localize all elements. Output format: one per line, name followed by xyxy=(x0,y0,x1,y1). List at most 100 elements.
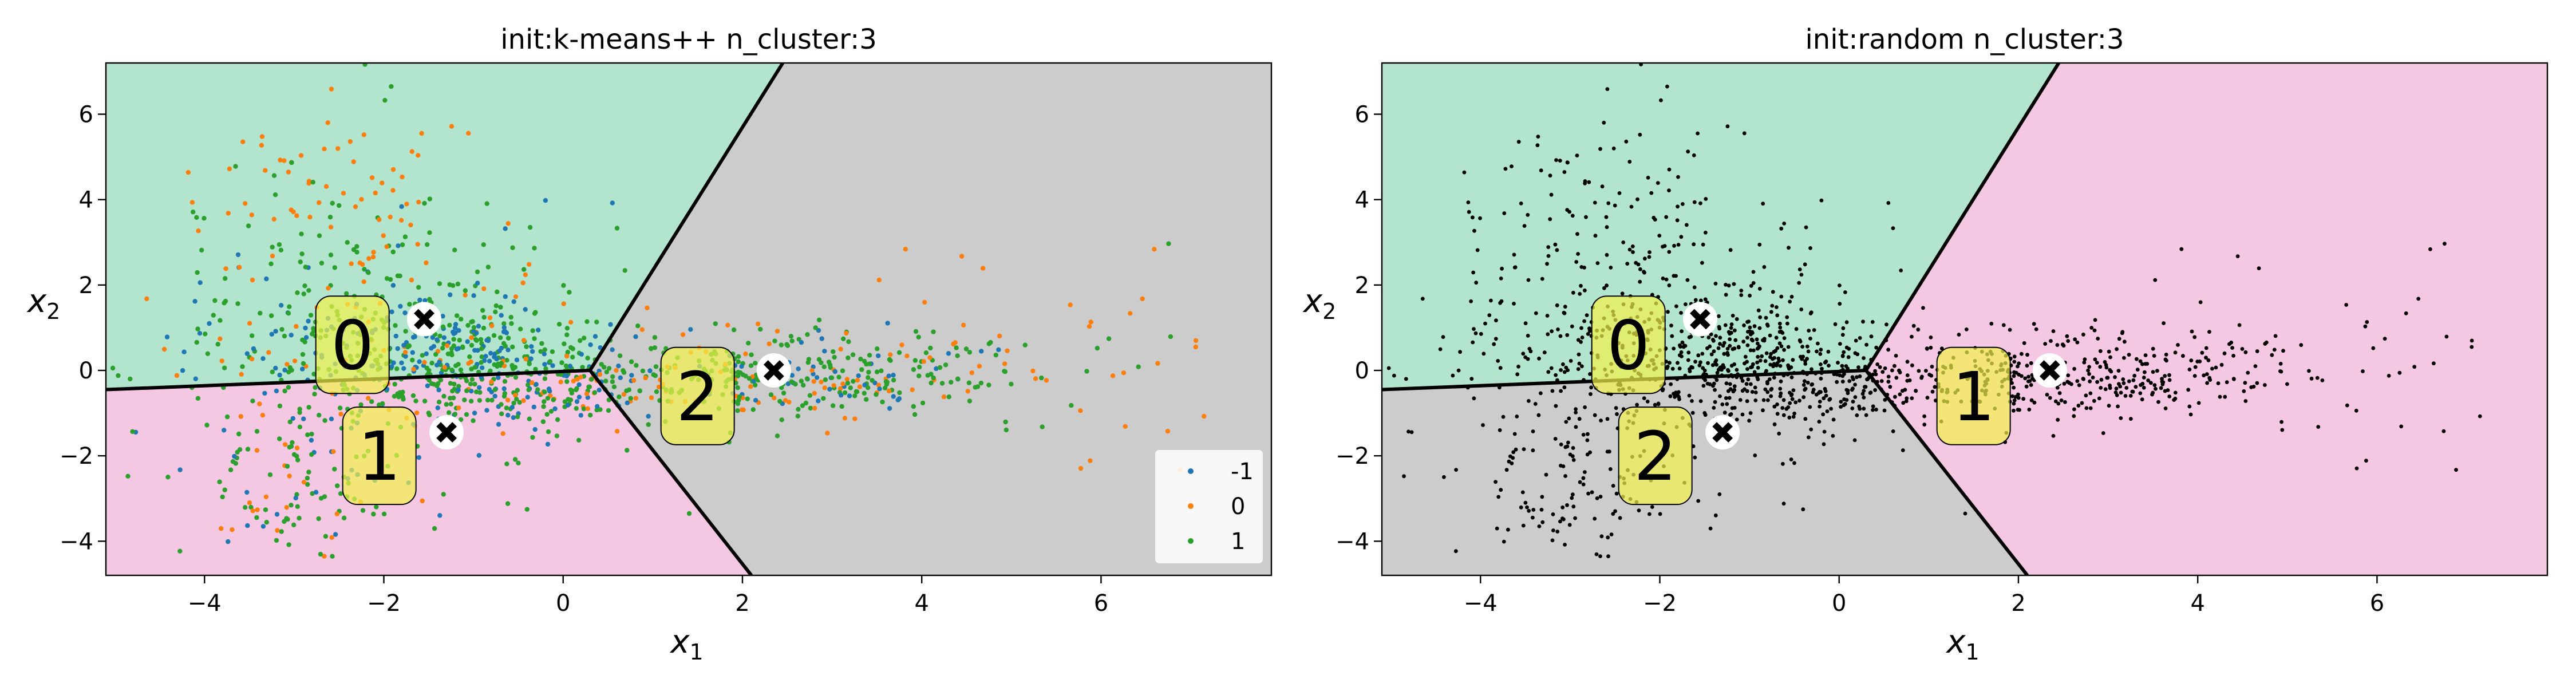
data-point xyxy=(361,279,366,285)
data-point xyxy=(1638,267,1642,271)
data-point xyxy=(2412,365,2417,369)
data-point xyxy=(2069,382,2073,386)
data-point xyxy=(526,382,531,388)
data-point xyxy=(359,262,365,267)
data-point xyxy=(1740,389,1745,393)
data-point xyxy=(888,352,893,357)
data-point xyxy=(1003,419,1008,425)
data-point xyxy=(879,368,884,373)
data-point xyxy=(465,339,470,344)
data-point xyxy=(801,382,806,388)
data-point xyxy=(891,377,896,383)
data-point xyxy=(273,365,278,371)
data-point xyxy=(633,396,638,401)
data-point xyxy=(403,329,408,334)
data-point xyxy=(289,333,294,338)
data-point xyxy=(1123,424,1128,429)
data-point xyxy=(2154,386,2158,391)
data-point xyxy=(1792,461,1796,465)
data-point xyxy=(472,381,477,387)
data-point xyxy=(1809,367,1814,372)
data-point xyxy=(301,361,306,366)
legend-label-1: 1 xyxy=(1231,528,1245,555)
data-point xyxy=(1709,352,1714,357)
data-point xyxy=(1595,496,1599,500)
data-point xyxy=(1704,230,1708,235)
data-point xyxy=(505,413,511,418)
data-point xyxy=(2173,396,2178,401)
data-point xyxy=(1562,311,1567,315)
data-point xyxy=(2190,329,2194,334)
data-point xyxy=(1756,366,1760,370)
data-point xyxy=(2281,349,2285,353)
data-point xyxy=(282,333,287,339)
data-point xyxy=(236,431,242,437)
data-point xyxy=(2017,373,2021,377)
data-point xyxy=(1575,153,1579,157)
data-point xyxy=(931,375,936,381)
data-point xyxy=(2279,420,2283,424)
data-point xyxy=(1742,323,1746,327)
data-point xyxy=(2187,404,2192,409)
data-point xyxy=(1765,390,1770,394)
plot-frame xyxy=(1381,62,2549,577)
data-point xyxy=(509,405,515,410)
y-tick-label: 6 xyxy=(1355,102,1369,128)
data-point xyxy=(946,394,952,400)
data-point xyxy=(1661,244,1665,249)
data-point xyxy=(290,440,295,445)
data-point xyxy=(504,358,509,363)
x-tick-label: 6 xyxy=(1094,590,1108,617)
data-point xyxy=(1808,246,1812,250)
data-point xyxy=(250,333,255,338)
data-point xyxy=(2012,385,2016,390)
data-point xyxy=(1645,400,1650,404)
data-point xyxy=(1751,281,1756,285)
data-point xyxy=(2032,400,2037,405)
data-point xyxy=(2122,356,2126,360)
data-point xyxy=(867,361,872,366)
data-point xyxy=(341,191,346,196)
data-point xyxy=(850,352,856,357)
data-point xyxy=(530,435,535,440)
x-axis-ticks: −4 −2 0 2 4 6 xyxy=(188,575,1108,617)
data-point xyxy=(789,379,795,384)
data-point xyxy=(396,243,401,248)
data-point xyxy=(1727,396,1732,400)
data-point xyxy=(1836,361,1840,365)
data-point xyxy=(501,325,507,330)
data-point xyxy=(753,382,758,388)
data-point xyxy=(2263,383,2267,387)
data-point xyxy=(165,475,171,480)
data-point xyxy=(2143,362,2148,366)
data-point xyxy=(1704,197,1708,201)
data-point xyxy=(1542,350,1547,354)
data-point xyxy=(851,378,856,384)
data-point xyxy=(1525,505,1529,510)
data-point xyxy=(282,519,287,524)
data-point xyxy=(309,432,314,437)
data-point xyxy=(2012,374,2016,378)
data-point xyxy=(1870,320,1875,324)
data-point xyxy=(1839,400,1843,404)
data-point xyxy=(1667,283,1672,287)
data-point xyxy=(419,131,424,136)
data-point xyxy=(789,373,795,378)
data-point xyxy=(527,262,532,267)
x-tick-label: 2 xyxy=(2011,590,2025,617)
data-point xyxy=(1030,368,1036,374)
data-point xyxy=(966,380,972,385)
legend-marker-neg1 xyxy=(1188,468,1194,474)
data-point xyxy=(1842,350,1846,354)
data-point xyxy=(505,221,511,226)
data-point xyxy=(2012,370,2016,374)
data-point xyxy=(1763,359,1768,364)
data-point xyxy=(887,406,892,411)
data-point xyxy=(480,365,485,370)
data-point xyxy=(472,365,477,370)
data-point xyxy=(1586,432,1590,436)
data-point xyxy=(1685,223,1689,227)
data-point xyxy=(362,267,367,272)
data-point xyxy=(195,396,201,401)
data-point xyxy=(251,346,256,352)
